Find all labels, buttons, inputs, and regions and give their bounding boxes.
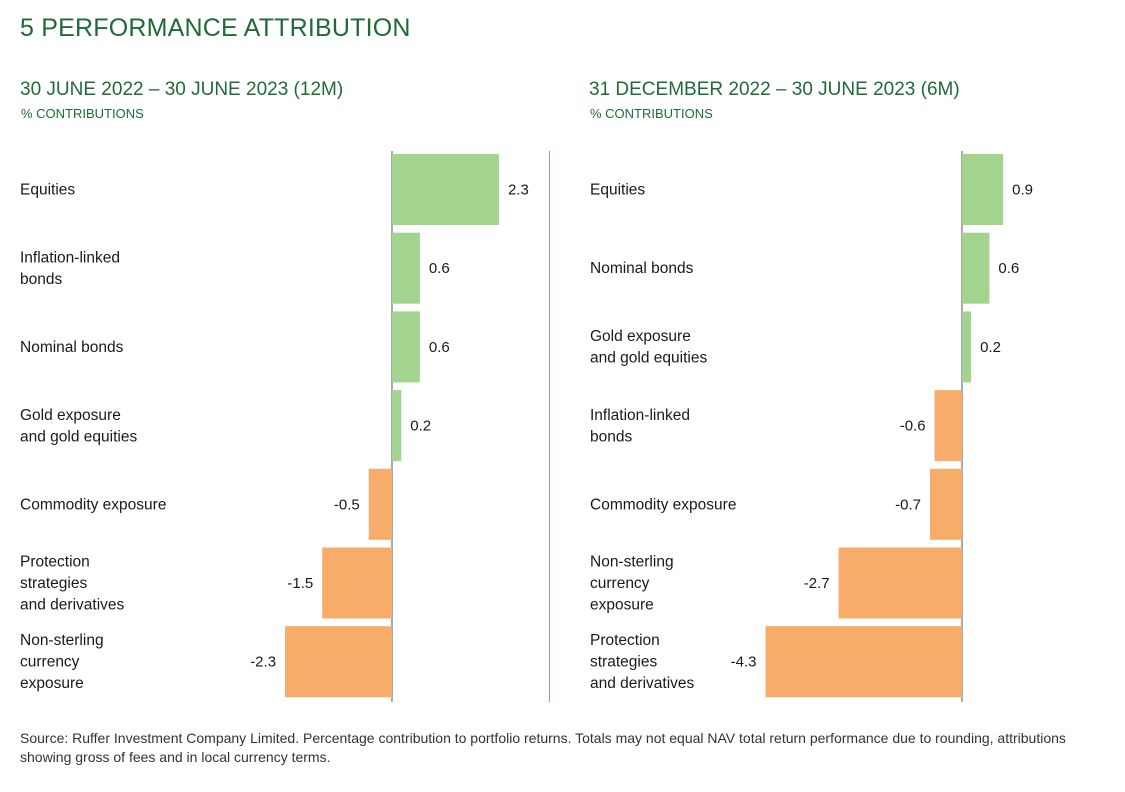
chart-2-bar xyxy=(962,232,990,304)
chart-2-6m: 0.9 Equities 0.6 Nominal bonds 0.2 Gold expos… xyxy=(590,151,1033,702)
chart-1-bar xyxy=(392,390,402,462)
chart-1-value-label: -2.3 xyxy=(250,654,276,671)
chart-2-category-label: Protection strategies and derivatives xyxy=(590,632,695,692)
chart-2-bar xyxy=(962,311,972,383)
source-footnote: Source: Ruffer Investment Company Limite… xyxy=(20,730,1066,765)
chart-2-value-label: 0.6 xyxy=(998,260,1019,277)
chart-1-bar xyxy=(285,626,392,698)
chart-2-bar xyxy=(962,154,1004,225)
chart-1-value-label: -0.5 xyxy=(334,496,360,513)
chart-2-bar xyxy=(838,547,962,619)
chart-1-category-label: Inflation-linked bonds xyxy=(20,249,120,288)
chart-1-subtitle: % CONTRIBUTIONS xyxy=(21,106,144,121)
chart-2-value-label: -4.3 xyxy=(731,654,757,671)
chart-2-category-label: Gold exposure and gold equities xyxy=(590,328,707,367)
chart-1-value-label: -1.5 xyxy=(287,575,313,592)
chart-2-bar xyxy=(765,626,962,698)
chart-1-category-label: Nominal bonds xyxy=(20,339,124,356)
chart-2-category-label: Nominal bonds xyxy=(590,260,694,277)
panel-divider xyxy=(549,151,550,702)
chart-1-category-label: Protection strategies and derivatives xyxy=(20,554,125,614)
page-heading: 5 PERFORMANCE ATTRIBUTION xyxy=(20,14,411,42)
chart-2-value-label: -0.6 xyxy=(900,418,926,435)
chart-2-bar xyxy=(930,468,962,540)
chart-1-value-label: 0.6 xyxy=(429,339,450,356)
chart-2-bar xyxy=(934,390,962,462)
chart-2-title: 31 DECEMBER 2022 – 30 JUNE 2023 (6M) xyxy=(589,79,960,100)
chart-1-category-label: Equities xyxy=(20,182,75,199)
chart-1-bar xyxy=(368,468,392,540)
chart-2-value-label: 0.9 xyxy=(1012,182,1033,199)
chart-2-value-label: 0.2 xyxy=(980,339,1001,356)
chart-1-bar xyxy=(322,547,392,619)
chart-1-title: 30 JUNE 2022 – 30 JUNE 2023 (12M) xyxy=(20,79,344,100)
chart-1-bar xyxy=(392,154,499,225)
chart-1-12m: 2.3 Equities 0.6 Inflation-linked bonds 0.6 No… xyxy=(20,151,529,702)
chart-2-subtitle: % CONTRIBUTIONS xyxy=(590,106,713,121)
chart-2-category-label: Commodity exposure xyxy=(590,496,736,513)
chart-1-category-label: Non-sterling currency exposure xyxy=(20,632,104,692)
chart-2-category-label: Inflation-linked bonds xyxy=(590,407,690,446)
chart-2-value-label: -0.7 xyxy=(895,496,921,513)
chart-1-category-label: Commodity exposure xyxy=(20,496,166,513)
chart-1-bar xyxy=(392,311,420,383)
chart-1-value-label: 0.6 xyxy=(429,260,450,277)
chart-1-value-label: 2.3 xyxy=(508,182,529,199)
chart-1-bar xyxy=(392,232,420,304)
chart-1-category-label: Gold exposure and gold equities xyxy=(20,407,137,446)
chart-2-category-label: Non-sterling currency exposure xyxy=(590,554,674,614)
chart-2-value-label: -2.7 xyxy=(804,575,830,592)
chart-2-category-label: Equities xyxy=(590,182,645,199)
chart-1-value-label: 0.2 xyxy=(410,418,431,435)
